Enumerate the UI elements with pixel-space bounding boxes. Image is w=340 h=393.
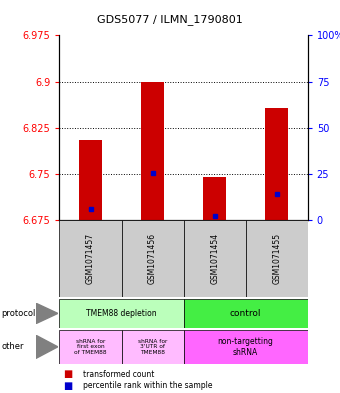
Text: shRNA for
first exon
of TMEM88: shRNA for first exon of TMEM88 bbox=[74, 338, 107, 355]
Text: TMEM88 depletion: TMEM88 depletion bbox=[86, 309, 157, 318]
Text: GSM1071455: GSM1071455 bbox=[272, 233, 281, 284]
Bar bbox=[121, 220, 184, 297]
Text: GSM1071454: GSM1071454 bbox=[210, 233, 219, 284]
Text: non-targetting
shRNA: non-targetting shRNA bbox=[218, 337, 274, 356]
Text: percentile rank within the sample: percentile rank within the sample bbox=[83, 382, 213, 390]
Text: GSM1071457: GSM1071457 bbox=[86, 233, 95, 284]
Bar bbox=[141, 81, 164, 220]
Bar bbox=[59, 299, 184, 328]
Text: GDS5077 / ILMN_1790801: GDS5077 / ILMN_1790801 bbox=[97, 14, 243, 25]
Text: other: other bbox=[2, 342, 24, 351]
Bar bbox=[59, 330, 121, 364]
Polygon shape bbox=[36, 303, 58, 324]
Text: transformed count: transformed count bbox=[83, 370, 155, 378]
Text: control: control bbox=[230, 309, 261, 318]
Bar bbox=[265, 108, 288, 220]
Bar bbox=[59, 220, 121, 297]
Bar bbox=[184, 220, 245, 297]
Text: ■: ■ bbox=[63, 381, 72, 391]
Polygon shape bbox=[36, 335, 58, 358]
Bar bbox=[184, 299, 308, 328]
Text: ■: ■ bbox=[63, 369, 72, 379]
Text: protocol: protocol bbox=[2, 309, 36, 318]
Bar bbox=[121, 330, 184, 364]
Text: GSM1071456: GSM1071456 bbox=[148, 233, 157, 284]
Bar bbox=[184, 330, 308, 364]
Bar bbox=[79, 140, 102, 220]
Text: shRNA for
3'UTR of
TMEM88: shRNA for 3'UTR of TMEM88 bbox=[138, 338, 167, 355]
Bar bbox=[203, 177, 226, 220]
Bar bbox=[245, 220, 308, 297]
